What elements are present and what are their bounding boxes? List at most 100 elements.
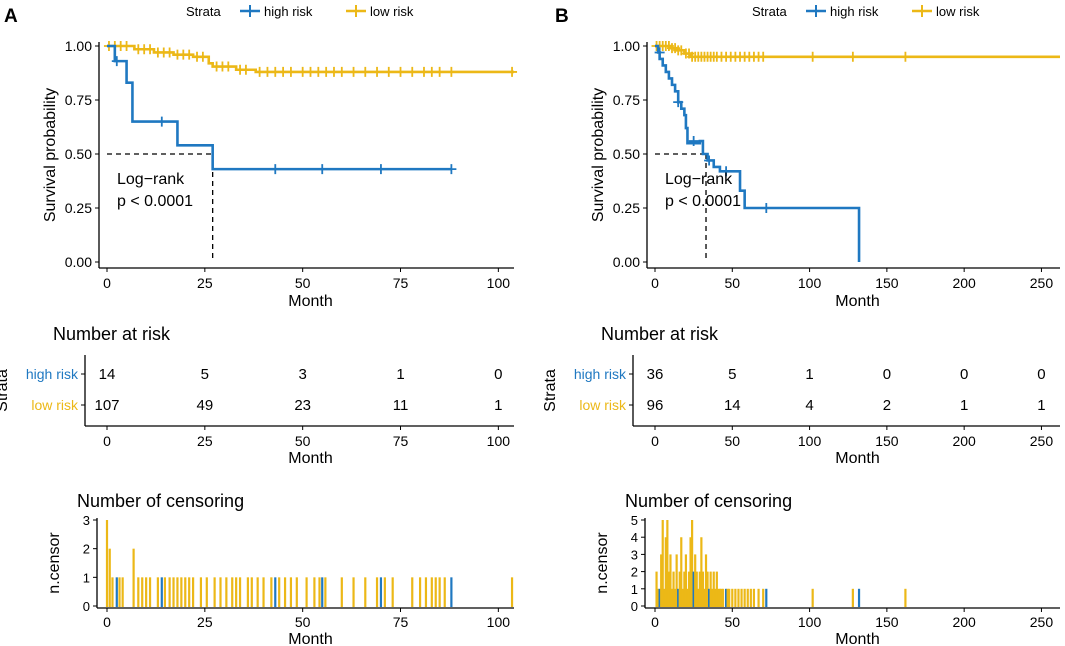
panel-b: B Strata high risk low risk 0.00 0.25 0.50 0.75…	[542, 4, 1060, 646]
km-y-tick-label: 1.00	[65, 38, 92, 54]
risk-count: 11	[393, 397, 409, 414]
p-value-label: p < 0.0001	[117, 193, 193, 210]
km-y-axis-title: Survival probability	[42, 88, 59, 222]
km-plot: 0.00 0.25 0.50 0.75 1.00 0 25 50 75 100 Month Survi…	[42, 38, 518, 310]
km-x-tick-label: 100	[487, 275, 511, 291]
km-y-tick-label: 0.25	[613, 200, 640, 216]
censor-mark-low	[121, 41, 132, 51]
risk-count: 23	[294, 397, 311, 414]
km-curve-high-risk	[107, 44, 452, 171]
censor-y-tick-label: 2	[83, 542, 90, 557]
logrank-annotation: Log−rank p < 0.0001	[665, 171, 741, 210]
censor-x-tick-label: 150	[875, 614, 899, 630]
risk-count: 5	[728, 366, 736, 383]
risk-table-row-label: low risk	[31, 397, 79, 413]
km-curve-low-risk	[655, 44, 1060, 59]
censor-x-tick-label: 50	[295, 614, 311, 630]
censor-plot-title: Number of censoring	[77, 491, 244, 511]
logrank-annotation: Log−rank p < 0.0001	[117, 171, 193, 210]
censor-mark-high	[721, 166, 732, 177]
risk-count: 1	[960, 397, 968, 414]
censor-mark-low	[758, 51, 769, 62]
risk-table-x-tick-label: 100	[798, 433, 822, 449]
risk-table-title: Number at risk	[601, 324, 719, 344]
risk-table-x-tick-label: 100	[487, 433, 511, 449]
censor-mark-high	[317, 164, 328, 175]
censor-mark-high	[761, 203, 772, 213]
censor-plot: Number of censoring 0 1 2 3 0 25 50 75 100 Month n.…	[46, 491, 514, 646]
censor-plot-title: Number of censoring	[625, 491, 792, 511]
risk-table-x-tick-label: 75	[393, 433, 409, 449]
risk-count: 1	[1037, 397, 1045, 414]
censor-mark-high	[704, 155, 715, 166]
risk-count: 36	[647, 366, 664, 383]
legend: Strata high risk low risk	[186, 4, 414, 19]
km-x-tick-label: 200	[952, 275, 976, 291]
km-y-tick-label: 0.50	[613, 146, 640, 162]
risk-table-x-tick-label: 50	[295, 433, 311, 449]
censor-mark-low	[197, 51, 208, 62]
legend-title: Strata	[752, 4, 787, 19]
km-x-tick-label: 0	[651, 275, 659, 291]
risk-table-x-tick-label: 50	[725, 433, 741, 449]
censor-mark-low	[847, 51, 858, 62]
censor-mark-low	[395, 66, 406, 77]
censor-y-axis-title: n.censor	[594, 532, 611, 594]
p-value-label: p < 0.0001	[665, 193, 741, 210]
km-x-axis-title: Month	[835, 293, 879, 310]
censor-x-tick-label: 200	[952, 614, 976, 630]
km-y-tick-label: 0.75	[65, 92, 92, 108]
risk-table-row-label: high risk	[26, 366, 79, 382]
censor-x-axis-title: Month	[835, 631, 879, 646]
panel-a: A Strata high risk low risk 0.00 0.25 0.50 0.75…	[0, 4, 518, 646]
risk-count: 96	[647, 397, 664, 414]
censor-y-tick-label: 1	[83, 570, 90, 585]
km-x-tick-label: 25	[197, 275, 213, 291]
censor-y-tick-label: 0	[631, 599, 638, 614]
km-x-tick-label: 150	[875, 275, 899, 291]
legend-title: Strata	[186, 4, 221, 19]
censor-mark-low	[285, 66, 296, 77]
censor-mark-low	[507, 66, 518, 77]
panel-label: A	[4, 6, 18, 27]
risk-table-x-tick-label: 0	[651, 433, 659, 449]
logrank-label: Log−rank	[665, 171, 733, 188]
km-y-tick-label: 0.75	[613, 92, 640, 108]
km-y-tick-label: 0.00	[613, 254, 640, 270]
risk-count: 1	[494, 397, 502, 414]
risk-count: 1	[396, 366, 404, 383]
risk-count: 0	[494, 366, 502, 383]
censor-mark-low	[360, 66, 371, 77]
censor-y-tick-label: 5	[631, 513, 638, 528]
legend-entry: low risk	[370, 4, 414, 19]
censor-y-tick-label: 1	[631, 582, 638, 597]
risk-count: 2	[883, 397, 891, 414]
censor-mark-high	[688, 136, 699, 147]
censor-mark-low	[164, 47, 175, 58]
km-y-tick-label: 0.50	[65, 146, 92, 162]
censor-mark-low	[240, 64, 251, 75]
censor-mark-low	[407, 66, 418, 77]
censor-mark-low	[145, 44, 156, 55]
censor-mark-high	[156, 116, 167, 127]
panel-label: B	[555, 6, 569, 27]
risk-table-x-tick-label: 0	[103, 433, 111, 449]
censor-mark-high	[270, 164, 281, 175]
censor-x-axis-title: Month	[288, 631, 332, 646]
censor-x-tick-label: 50	[725, 614, 741, 630]
censor-y-tick-label: 3	[83, 513, 90, 528]
risk-count: 14	[724, 397, 741, 414]
km-x-tick-label: 50	[295, 275, 311, 291]
risk-count: 14	[99, 366, 116, 383]
risk-table-x-tick-label: 25	[197, 433, 213, 449]
risk-table-row-label: high risk	[574, 366, 627, 382]
risk-count: 107	[94, 397, 119, 414]
legend: Strata high risk low risk	[752, 4, 980, 19]
censor-mark-high	[673, 97, 684, 108]
risk-table-x-tick-label: 250	[1030, 433, 1054, 449]
risk-count: 49	[196, 397, 213, 414]
risk-count: 0	[883, 366, 891, 383]
